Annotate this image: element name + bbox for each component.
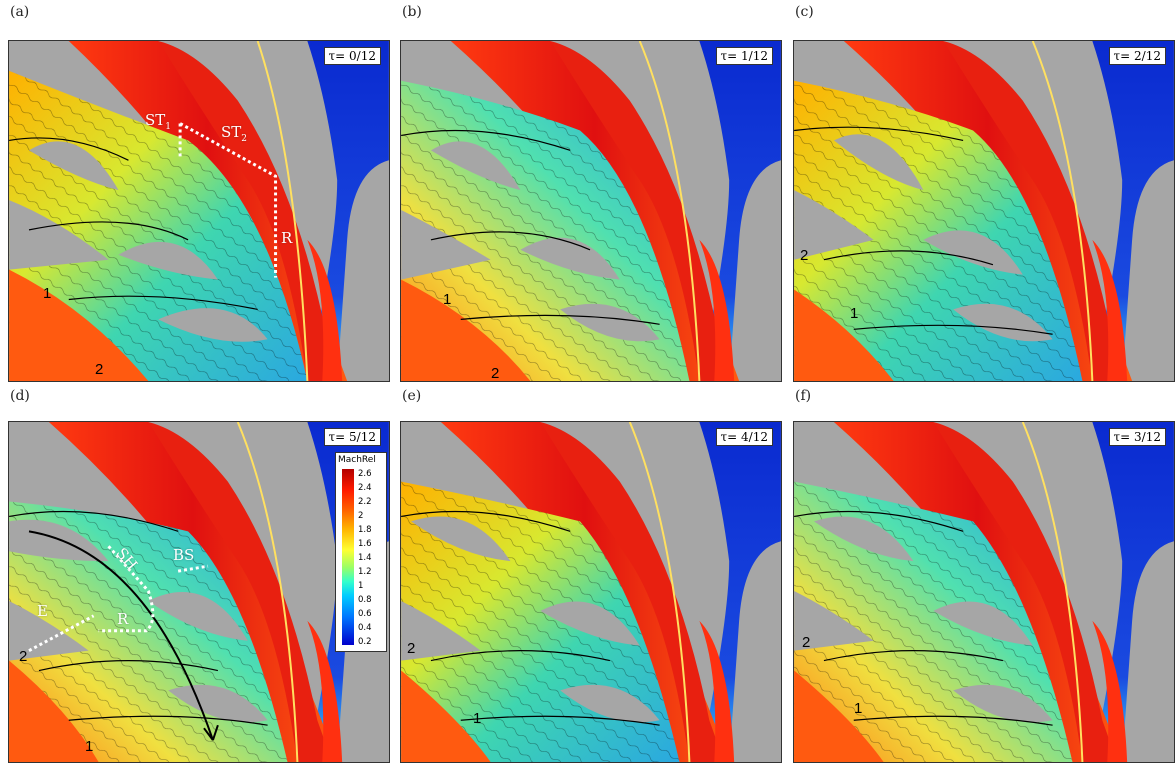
panel-label-e: (e) [402, 388, 422, 404]
marker-1: 1 [854, 700, 863, 717]
marker-1: 1 [850, 305, 859, 322]
panel-e: 1 2 τ= 4/12 [400, 421, 782, 763]
flowfield-f [794, 422, 1174, 762]
flowfield-e [401, 422, 781, 762]
tau-label-d: τ= 5/12 [323, 428, 381, 446]
panel-label-c: (c) [795, 4, 814, 20]
marker-2: 2 [802, 634, 811, 651]
panel-a: ST1 ST2 R 1 2 τ= 0/12 [8, 40, 390, 382]
label-st1: ST1 [145, 111, 172, 132]
panel-label-d: (d) [10, 388, 30, 404]
marker-1: 1 [43, 285, 52, 302]
colorbar-tick: 2.6 [358, 469, 372, 479]
colorbar-tick: 1.8 [358, 525, 372, 535]
colorbar-tick: 2 [358, 511, 364, 521]
flowfield-d [9, 422, 389, 762]
flowfield-b [401, 41, 781, 381]
panel-label-b: (b) [402, 4, 422, 20]
panel-c: 1 2 τ= 2/12 [793, 40, 1175, 382]
tau-label-c: τ= 2/12 [1108, 47, 1166, 65]
tau-label-b: τ= 1/12 [715, 47, 773, 65]
panel-d: SH BS E R 1 2 τ= 5/12 MachRel 2.6 2.4 2.… [8, 421, 390, 763]
flowfield-a [9, 41, 389, 381]
colorbar-tick: 1.6 [358, 539, 372, 549]
label-r: R [281, 229, 293, 247]
panel-b: 1 2 τ= 1/12 [400, 40, 782, 382]
marker-2: 2 [95, 361, 104, 378]
colorbar-tick: 1 [358, 581, 364, 591]
tau-label-a: τ= 0/12 [323, 47, 381, 65]
colorbar-tick: 0.8 [358, 595, 372, 605]
colorbar-tick: 1.2 [358, 567, 372, 577]
marker-1: 1 [85, 738, 94, 755]
marker-2: 2 [800, 247, 809, 264]
marker-2: 2 [407, 640, 416, 657]
colorbar-tick: 2.4 [358, 483, 372, 493]
colorbar-tick: 1.4 [358, 553, 372, 563]
colorbar-tick: 2.2 [358, 497, 372, 507]
tau-label-e: τ= 4/12 [715, 428, 773, 446]
colorbar-legend: MachRel 2.6 2.4 2.2 2 1.8 1.6 1.4 1.2 1 … [335, 452, 387, 652]
colorbar-title: MachRel [338, 455, 376, 465]
marker-1: 1 [443, 291, 452, 308]
marker-2: 2 [19, 648, 28, 665]
colorbar-tick: 0.2 [358, 637, 372, 647]
panel-label-f: (f) [795, 388, 812, 404]
colorbar-tick: 0.4 [358, 623, 372, 633]
panel-f: 1 2 τ= 3/12 [793, 421, 1175, 763]
label-st2: ST2 [221, 123, 248, 144]
label-bs: BS [173, 546, 195, 564]
tau-label-f: τ= 3/12 [1108, 428, 1166, 446]
flowfield-c [794, 41, 1174, 381]
marker-1: 1 [473, 710, 482, 727]
marker-2: 2 [491, 365, 500, 382]
colorbar-gradient [342, 469, 354, 645]
label-r: R [117, 610, 129, 628]
panel-label-a: (a) [10, 4, 30, 20]
colorbar-tick: 0.6 [358, 609, 372, 619]
label-e: E [37, 602, 48, 620]
